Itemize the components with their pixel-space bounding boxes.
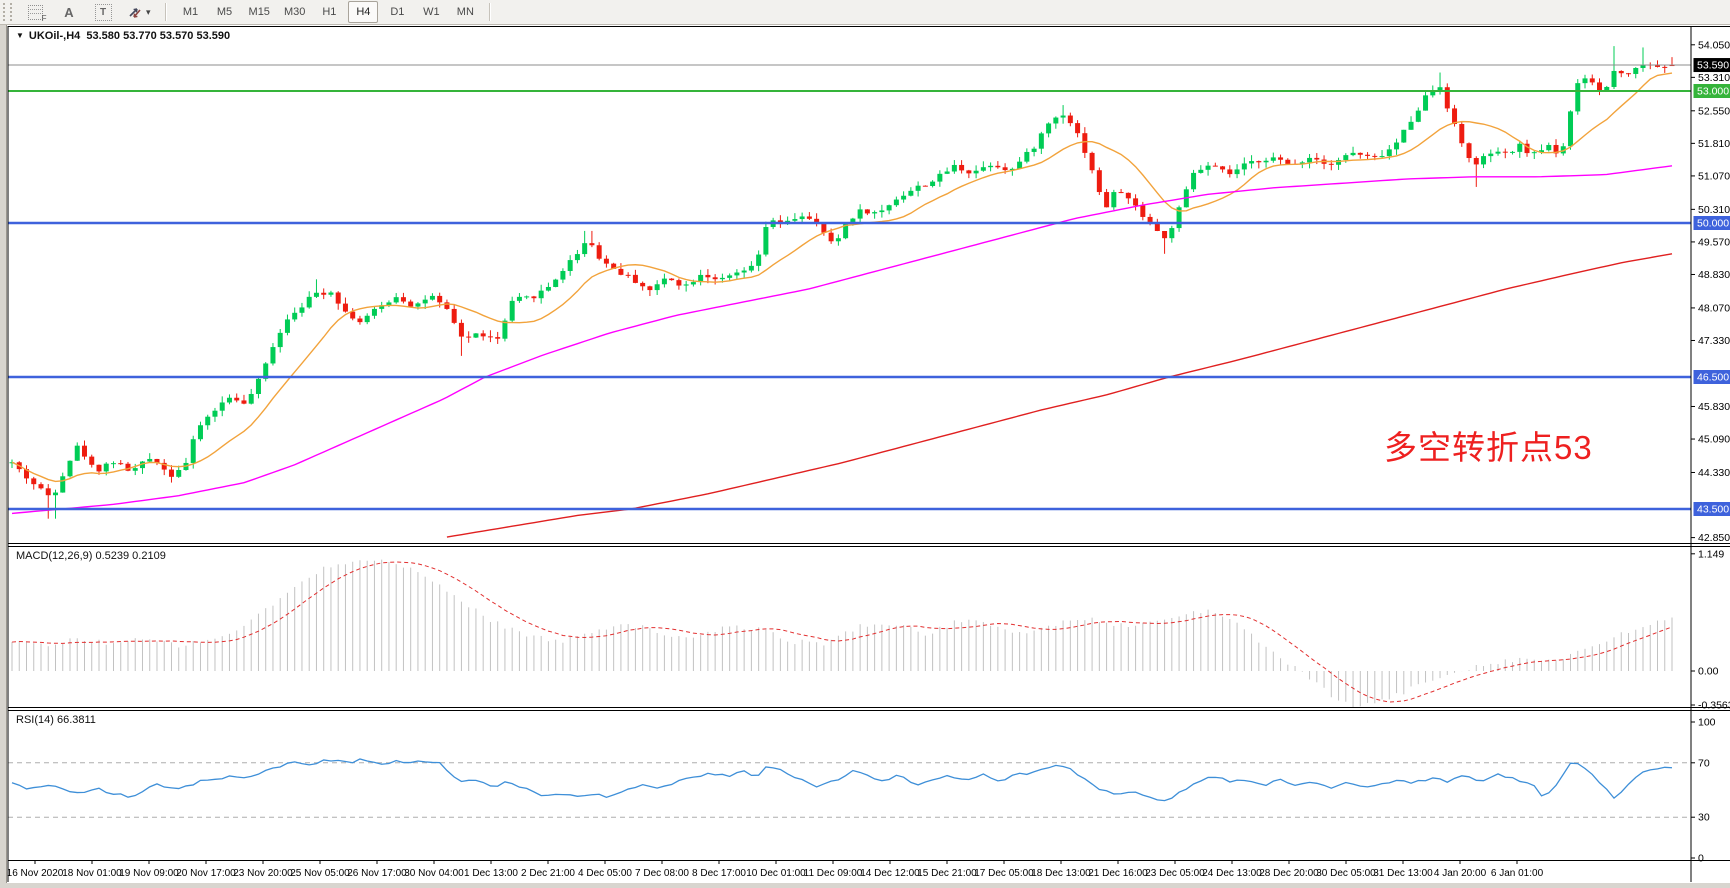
toolbar-separator — [164, 3, 167, 21]
time-tick-label: 23 Nov 20:00 — [233, 868, 293, 879]
time-tick-label: 30 Nov 04:00 — [404, 868, 464, 879]
time-tick-label: 4 Jan 20:00 — [1434, 868, 1487, 879]
window-left-edge — [0, 25, 7, 888]
price-tick-label: 49.570 — [1698, 236, 1730, 248]
rsi-tick-label: 30 — [1698, 812, 1710, 824]
time-tick-label: 26 Nov 17:00 — [347, 868, 407, 879]
arrow-tools-icon — [129, 8, 141, 18]
time-tick-label: 7 Dec 08:00 — [635, 868, 689, 879]
rsi-layer — [8, 758, 1691, 818]
price-axis: 54.050 53.310 52.550 51.810 51.070 50.310 49.5… — [1691, 39, 1730, 544]
time-tick-label: 18 Dec 13:00 — [1031, 868, 1091, 879]
price-tick-label: 50.310 — [1698, 204, 1730, 216]
time-tick-label: 18 Nov 01:00 — [62, 868, 122, 879]
window-bottom-edge — [0, 883, 1730, 888]
price-tick-label: 47.330 — [1698, 335, 1730, 347]
time-tick-label: 16 Nov 2020 — [7, 868, 64, 879]
time-tick-label: 4 Dec 05:00 — [578, 868, 632, 879]
time-tick-label: 23 Dec 05:00 — [1145, 868, 1205, 879]
text-box-icon: T — [94, 3, 112, 21]
time-tick-label: 11 Dec 09:00 — [804, 868, 863, 879]
time-tick-label: 14 Dec 12:00 — [860, 868, 920, 879]
horizontal-lines-layer — [8, 64, 1691, 511]
time-tick-label: 10 Dec 01:00 — [746, 868, 806, 879]
price-tick-label: 48.070 — [1698, 302, 1730, 314]
price-badge-label: 53.000 — [1697, 86, 1729, 98]
text-box-tool-button[interactable]: T — [88, 1, 118, 23]
time-tick-label: 19 Nov 09:00 — [119, 868, 179, 879]
arrow-tools-caret-icon: ▾ — [146, 6, 151, 17]
price-tick-label: 42.850 — [1698, 532, 1730, 544]
rsi-tick-label: 100 — [1698, 717, 1716, 729]
macd-tick-label: 1.149 — [1698, 548, 1724, 560]
rsi-indicator-label: RSI(14) 66.3811 — [16, 714, 96, 726]
price-tick-label: 44.330 — [1698, 467, 1730, 479]
arrow-tools-button[interactable]: ▾ — [122, 1, 156, 23]
price-badge-label: 46.500 — [1697, 372, 1729, 384]
time-tick-label: 21 Dec 16:00 — [1088, 868, 1148, 879]
price-tick-label: 54.050 — [1698, 39, 1730, 51]
text-label-icon: A — [64, 4, 74, 20]
rsi-axis: 100 70 30 0 — [1691, 717, 1716, 865]
time-tick-label: 24 Dec 13:00 — [1202, 868, 1262, 879]
price-badge-label: 53.590 — [1697, 60, 1729, 72]
pane-borders — [7, 26, 1730, 882]
symbol-dropdown-icon[interactable]: ▼ — [16, 31, 24, 40]
toolbar-drag-handle[interactable] — [3, 3, 12, 21]
time-tick-label: 6 Jan 01:00 — [1491, 868, 1544, 879]
time-tick-label: 1 Dec 13:00 — [464, 868, 518, 879]
macd-tick-label: 0.00 — [1698, 666, 1719, 678]
price-tick-label: 51.070 — [1698, 170, 1730, 182]
macd-layer — [11, 559, 1673, 708]
rsi-tick-label: 0 — [1698, 853, 1704, 865]
time-tick-label: 30 Dec 05:00 — [1316, 868, 1376, 879]
time-tick-label: 2 Dec 21:00 — [521, 868, 575, 879]
price-tick-label: 45.830 — [1698, 401, 1730, 413]
macd-axis: 1.149 0.00 -0.3563 — [1691, 548, 1730, 712]
snap-grid-button[interactable]: F — [20, 1, 50, 23]
time-tick-label: 31 Dec 13:00 — [1373, 868, 1433, 879]
macd-indicator-label: MACD(12,26,9) 0.5239 0.2109 — [16, 550, 166, 562]
time-tick-label: 25 Nov 05:00 — [290, 868, 350, 879]
time-tick-label: 28 Dec 20:00 — [1259, 868, 1319, 879]
price-tick-label: 53.310 — [1698, 72, 1730, 84]
time-tick-label: 8 Dec 17:00 — [692, 868, 746, 879]
toolbar-separator-2 — [489, 3, 492, 21]
price-badge-label: 43.500 — [1697, 504, 1729, 516]
price-tick-label: 51.810 — [1698, 138, 1730, 150]
text-label-tool-button[interactable]: A — [54, 1, 84, 23]
time-tick-label: 20 Nov 17:00 — [176, 868, 236, 879]
rsi-tick-label: 70 — [1698, 757, 1710, 769]
price-tick-label: 48.830 — [1698, 269, 1730, 281]
time-tick-label: 15 Dec 21:00 — [917, 868, 977, 879]
price-tick-label: 45.090 — [1698, 434, 1730, 446]
macd-tick-label: -0.3563 — [1698, 700, 1730, 712]
snap-grid-f-badge: F — [41, 13, 47, 23]
chart-annotation-text[interactable]: 多空转折点53 — [1384, 429, 1593, 466]
time-tick-label: 17 Dec 05:00 — [974, 868, 1034, 879]
price-tick-label: 52.550 — [1698, 105, 1730, 117]
symbol-ohlc-text: UKOil-,H4 53.580 53.770 53.570 53.590 — [28, 30, 231, 42]
snap-grid-icon: F — [27, 4, 47, 23]
symbol-title[interactable]: ▼ UKOil-,H4 53.580 53.770 53.570 53.590 — [16, 30, 230, 42]
moving-averages-layer — [11, 72, 1673, 538]
price-badge-label: 50.000 — [1697, 218, 1729, 230]
